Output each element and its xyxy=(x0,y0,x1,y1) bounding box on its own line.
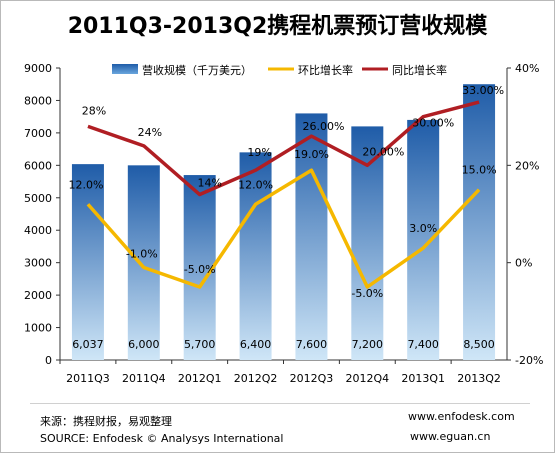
y-left-tick-label: 2000 xyxy=(24,289,52,302)
series-yoy-label: 20.00% xyxy=(362,145,404,158)
series-yoy-label: 14% xyxy=(197,177,221,190)
bar-value-label: 6,037 xyxy=(72,338,104,351)
x-tick-label: 2011Q4 xyxy=(122,372,166,385)
y-right-tick-label: 40% xyxy=(515,62,539,75)
legend-label-yoy: 同比增长率 xyxy=(392,63,447,77)
site-enfodesk: www.enfodesk.com xyxy=(408,410,515,423)
series-qoq-label: -5.0% xyxy=(351,287,383,300)
series-yoy xyxy=(87,100,480,197)
bar-value-label: 7,400 xyxy=(407,338,439,351)
y-right-tick-label: 20% xyxy=(515,159,539,172)
y-left-tick-label: 9000 xyxy=(24,62,52,75)
y-left-tick-label: 0 xyxy=(45,354,52,367)
series-qoq-label: 15.0% xyxy=(462,164,497,177)
y-left-tick-label: 1000 xyxy=(24,322,52,335)
bar-value-label: 8,500 xyxy=(463,338,495,351)
x-tick-label: 2012Q3 xyxy=(290,372,334,385)
bar-revenue xyxy=(183,175,216,360)
bar-revenue xyxy=(407,119,440,361)
source-en: SOURCE: Enfodesk © Analysys Internationa… xyxy=(40,432,284,445)
series-qoq xyxy=(86,168,481,289)
x-tick-label: 2013Q2 xyxy=(457,372,501,385)
x-tick-label: 2013Q1 xyxy=(401,372,445,385)
legend-label-revenue: 营收规模（千万美元） xyxy=(142,63,252,77)
bar-revenue xyxy=(239,152,272,360)
x-tick-label: 2012Q4 xyxy=(345,372,389,385)
x-tick-label: 2012Q1 xyxy=(178,372,222,385)
y-right-tick-label: 0% xyxy=(515,257,532,270)
series-yoy-label: 28% xyxy=(82,104,106,117)
legend-label-qoq: 环比增长率 xyxy=(298,63,353,77)
bar-value-label: 7,600 xyxy=(296,338,328,351)
series-qoq-label: 12.0% xyxy=(68,178,103,191)
bar-value-label: 7,200 xyxy=(352,338,384,351)
bar-revenue xyxy=(71,164,104,360)
bar-revenue xyxy=(295,113,328,360)
x-tick-label: 2012Q2 xyxy=(234,372,278,385)
series-qoq-label: -5.0% xyxy=(184,263,216,276)
footer-divider xyxy=(30,403,530,404)
source-cn: 来源：携程财报，易观整理 xyxy=(40,415,172,428)
series-qoq-label: 19.0% xyxy=(294,148,329,161)
site-eguan: www.eguan.cn xyxy=(410,430,491,443)
y-left-tick-label: 8000 xyxy=(24,94,52,107)
bar-value-label: 6,400 xyxy=(240,338,272,351)
y-left-tick-label: 6000 xyxy=(24,159,52,172)
bar-value-label: 5,700 xyxy=(184,338,216,351)
y-right-tick-label: -20% xyxy=(515,354,543,367)
bar-revenue xyxy=(127,165,160,360)
series-yoy-label: 30.00% xyxy=(412,117,454,130)
chart-title: 2011Q3-2013Q2携程机票预订营收规模 xyxy=(67,14,488,39)
x-tick-label: 2011Q3 xyxy=(66,372,110,385)
bar-revenue xyxy=(463,84,496,360)
series-yoy-label: 26.00% xyxy=(302,120,344,133)
y-left-tick-label: 3000 xyxy=(24,257,52,270)
series-yoy-label: 33.00% xyxy=(462,84,504,97)
y-left-tick-label: 4000 xyxy=(24,224,52,237)
series-yoy-label: 19% xyxy=(247,146,271,159)
series-yoy-label: 24% xyxy=(138,126,162,139)
legend-swatch-revenue xyxy=(112,64,138,74)
y-left-tick-label: 5000 xyxy=(24,192,52,205)
series-qoq-label: 3.0% xyxy=(409,222,437,235)
series-qoq-label: 12.0% xyxy=(238,178,273,191)
series-qoq-label: -1.0% xyxy=(126,248,158,261)
bar-value-label: 6,000 xyxy=(128,338,160,351)
y-left-tick-label: 7000 xyxy=(24,127,52,140)
